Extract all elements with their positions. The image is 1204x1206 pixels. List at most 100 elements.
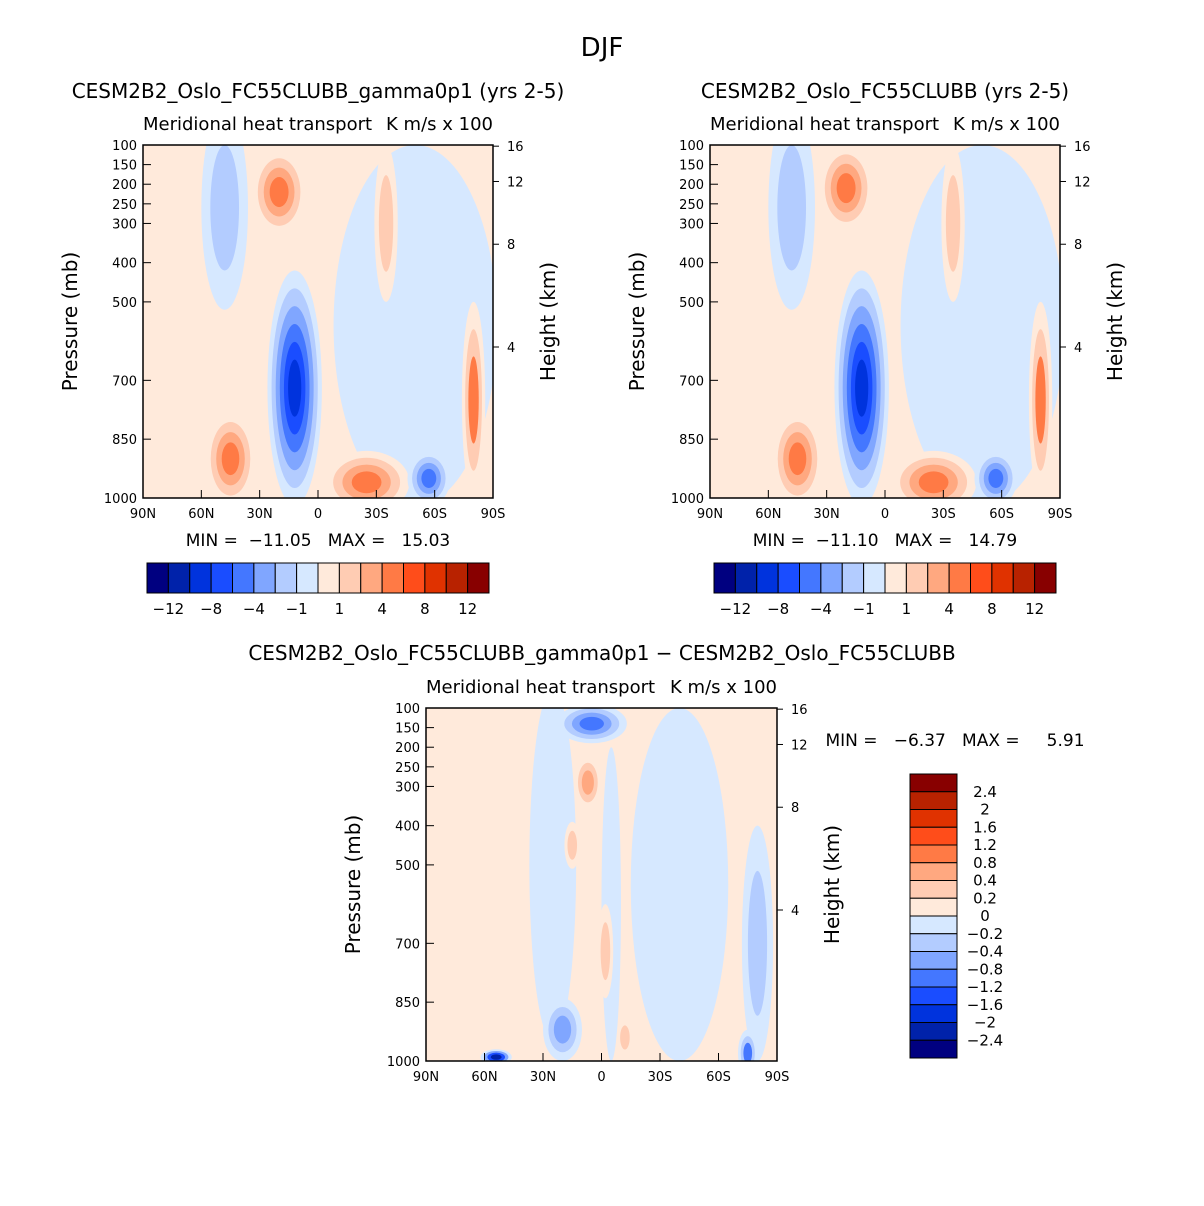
colorbar-box xyxy=(909,897,958,917)
y-tick-label: 400 xyxy=(112,257,137,272)
min-max-label: MIN = −11.05 MAX = 15.03 xyxy=(186,531,450,551)
y2-axis-label: Height (km) xyxy=(536,262,560,381)
contour-region xyxy=(490,1054,502,1060)
colorbar-label: −1.2 xyxy=(967,978,1003,996)
figure-title: DJF xyxy=(581,33,624,63)
colorbar-box xyxy=(189,562,212,594)
contour-region xyxy=(581,770,594,795)
colorbar-label: −12 xyxy=(153,600,185,618)
x-tick-label: 90N xyxy=(130,507,156,522)
x-tick-label: 30S xyxy=(931,507,956,522)
y-tick-label: 850 xyxy=(395,996,420,1011)
colorbar-box xyxy=(756,562,779,594)
colorbar-box xyxy=(317,562,340,594)
contour-region xyxy=(553,1015,572,1044)
contour-region xyxy=(210,145,240,271)
contour-region xyxy=(221,442,240,476)
y-tick-label: 150 xyxy=(395,722,420,737)
panel-title: CESM2B2_Oslo_FC55CLUBB_gamma0p1 − CESM2B… xyxy=(248,641,955,665)
colorbar-box xyxy=(970,562,993,594)
colorbar-label: −1 xyxy=(286,600,308,618)
y-tick-label: 150 xyxy=(679,159,704,174)
contour-field xyxy=(143,145,493,498)
colorbar-box xyxy=(909,1039,958,1059)
x-tick-label: 90S xyxy=(1048,507,1073,522)
contour-region xyxy=(945,175,961,272)
colorbar-box xyxy=(841,562,865,594)
colorbar-box xyxy=(146,562,169,594)
y-tick-label: 1000 xyxy=(387,1055,420,1070)
contour-region xyxy=(788,442,807,476)
colorbar-box xyxy=(210,562,233,594)
colorbar-label: 0.2 xyxy=(973,889,997,907)
contour-region xyxy=(567,830,578,860)
x-tick-label: 60S xyxy=(989,507,1014,522)
y-axis-label: Pressure (mb) xyxy=(58,252,82,392)
y-tick-label: 250 xyxy=(112,198,137,213)
contour-region xyxy=(579,716,604,731)
colorbar-box xyxy=(909,809,958,828)
y-tick-label: 250 xyxy=(679,198,704,213)
panel-title: CESM2B2_Oslo_FC55CLUBB_gamma0p1 (yrs 2-5… xyxy=(72,79,565,103)
min-max-label: MIN = −6.37 MAX = 5.91 xyxy=(825,731,1084,751)
panel-3: CESM2B2_Oslo_FC55CLUBB_gamma0p1 − CESM2B… xyxy=(248,641,1084,1085)
colorbar-box xyxy=(863,562,886,594)
y-tick-label: 500 xyxy=(395,859,420,874)
colorbar-label: −4 xyxy=(810,600,832,618)
x-tick-label: 30N xyxy=(530,1070,556,1085)
y2-tick-label: 12 xyxy=(791,738,808,753)
colorbar-box xyxy=(296,562,319,594)
y-tick-label: 400 xyxy=(679,257,704,272)
y-tick-label: 300 xyxy=(679,217,704,232)
x-tick-label: 30N xyxy=(814,507,840,522)
colorbar-label: −2 xyxy=(974,1014,996,1032)
contour-field xyxy=(710,145,1060,498)
colorbar-label: 1 xyxy=(902,600,912,618)
contour-region xyxy=(900,145,1060,498)
colorbar-box xyxy=(445,562,469,594)
contour-region xyxy=(1035,356,1046,444)
contour-region xyxy=(421,468,437,488)
colorbar-box xyxy=(909,1004,958,1023)
panel-1: CESM2B2_Oslo_FC55CLUBB_gamma0p1 (yrs 2-5… xyxy=(58,79,564,618)
colorbar: −12 −8 −4 −1 1 4 8 12 xyxy=(146,562,490,618)
colorbar-box xyxy=(424,562,447,594)
colorbar-box xyxy=(909,986,958,1006)
contour-region xyxy=(836,173,856,204)
colorbar-label: −0.4 xyxy=(967,943,1003,961)
colorbar-box xyxy=(799,562,822,594)
colorbar-box xyxy=(909,1022,958,1041)
colorbar-box xyxy=(905,562,929,594)
contour-region xyxy=(269,177,289,208)
y2-tick-label: 8 xyxy=(507,238,515,253)
contour-region xyxy=(529,708,577,1042)
colorbar: −12 −8 −4 −1 1 4 8 12 xyxy=(713,562,1057,618)
colorbar-label: 1.6 xyxy=(973,818,997,836)
y2-tick-label: 8 xyxy=(791,801,799,816)
y2-tick-label: 4 xyxy=(791,904,799,919)
y-axis-label: Pressure (mb) xyxy=(625,252,649,392)
colorbar-box xyxy=(820,562,843,594)
x-tick-label: 60N xyxy=(188,507,214,522)
contour-region xyxy=(351,471,382,494)
y2-tick-label: 16 xyxy=(791,703,808,718)
colorbar-box xyxy=(777,562,800,594)
colorbar-box xyxy=(948,562,971,594)
colorbar-box xyxy=(909,773,958,793)
x-tick-label: 90S xyxy=(765,1070,790,1085)
x-tick-label: 60N xyxy=(471,1070,497,1085)
x-tick-label: 0 xyxy=(314,507,322,522)
panel-subtitle-right: K m/s x 100 xyxy=(953,114,1060,135)
colorbar-box xyxy=(713,562,736,594)
colorbar-label: 12 xyxy=(1025,600,1044,618)
y-tick-label: 700 xyxy=(112,374,137,389)
colorbar-box xyxy=(360,562,383,594)
contour-region xyxy=(988,468,1004,488)
colorbar-label: −0.8 xyxy=(967,960,1003,978)
colorbar-box xyxy=(467,562,490,594)
x-tick-label: 0 xyxy=(597,1070,605,1085)
contour-region xyxy=(378,175,394,272)
colorbar-box xyxy=(381,562,404,594)
